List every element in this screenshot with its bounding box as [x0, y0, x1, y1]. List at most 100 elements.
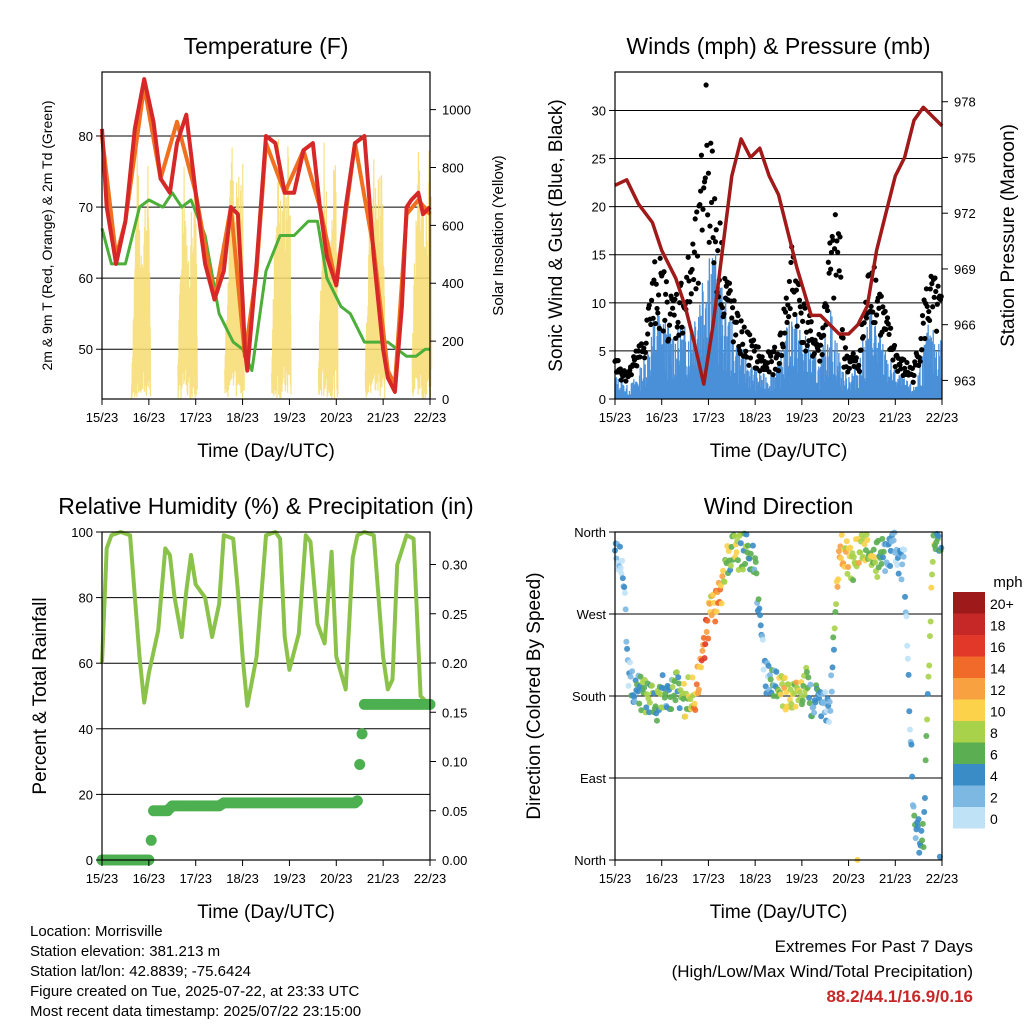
wind-direction-point — [830, 634, 837, 641]
y-tick-label: 30 — [592, 103, 606, 118]
gust-point — [727, 287, 733, 294]
gust-point — [759, 354, 765, 360]
gust-point — [726, 280, 733, 286]
wind-direction-point — [759, 636, 766, 643]
gust-point — [892, 364, 898, 370]
gust-point — [695, 280, 701, 286]
wind-direction-point — [717, 582, 724, 589]
gust-point — [663, 279, 669, 285]
wind-direction-point — [624, 645, 631, 652]
wind-direction-point — [725, 548, 732, 555]
gust-point — [782, 330, 788, 336]
legend-swatch — [953, 742, 985, 764]
y-tick-label: 40 — [79, 722, 93, 737]
x-tick-label: 22/23 — [926, 410, 959, 425]
wind-direction-point — [806, 694, 813, 701]
gust-point — [641, 355, 648, 361]
dewpoint-line — [100, 191, 430, 373]
wind-direction-point — [919, 820, 926, 827]
wind-direction-point — [743, 531, 750, 538]
gust-point — [831, 295, 837, 301]
gust-point — [824, 303, 830, 310]
gust-point — [691, 249, 698, 255]
gust-point — [858, 347, 864, 353]
gust-point — [825, 259, 831, 265]
wind-direction-point — [646, 709, 653, 716]
wind-direction-point — [832, 608, 839, 615]
gust-point — [924, 303, 930, 310]
y-axis-label-right: Station Pressure (Maroon) — [998, 124, 1019, 347]
gust-point — [646, 302, 652, 308]
gust-point — [617, 366, 624, 372]
y-tick-label: 10 — [592, 296, 606, 311]
gust-point — [654, 305, 660, 312]
wind-direction-point — [874, 574, 881, 581]
gust-point — [883, 326, 889, 332]
gust-point — [671, 312, 677, 318]
wind-direction-point — [634, 688, 641, 695]
x-tick-label: 18/23 — [739, 871, 772, 886]
gust-point — [637, 354, 643, 360]
wind-direction-point — [693, 681, 700, 688]
wind-direction-point — [731, 533, 738, 540]
legend-title: mph — [993, 574, 1022, 591]
x-tick-label: 21/23 — [879, 871, 912, 886]
gust-point — [692, 216, 698, 222]
x-tick-label: 16/23 — [645, 871, 678, 886]
wind-direction-point — [891, 529, 898, 536]
gust-point — [703, 82, 709, 88]
gust-point — [700, 206, 706, 212]
gust-point — [638, 341, 645, 347]
wind-direction-point — [689, 674, 696, 681]
y-tick-label: 60 — [79, 271, 93, 286]
gust-point — [672, 296, 678, 302]
gust-point — [706, 239, 712, 245]
wind-direction-point — [924, 716, 931, 723]
wind-direction-point — [880, 548, 887, 555]
gust-point — [796, 297, 803, 303]
wind-direction-point — [659, 672, 666, 679]
gust-point — [930, 304, 936, 310]
x-tick-label: 18/23 — [739, 410, 772, 425]
y-tick-label-right: 963 — [954, 373, 976, 388]
y-tick-label: 25 — [592, 152, 606, 167]
wind-direction-point — [676, 705, 683, 712]
wind-direction-point — [792, 703, 799, 710]
legend-label: 18 — [990, 618, 1006, 634]
gust-point — [926, 308, 932, 315]
wind-direction-point — [616, 543, 623, 550]
y-tick-label: South — [572, 689, 606, 704]
gust-point — [743, 354, 750, 360]
wind-direction-point — [901, 546, 908, 553]
wind-direction-point — [910, 803, 917, 810]
wind-direction-point — [838, 531, 845, 538]
gust-point — [840, 335, 846, 341]
legend-swatch — [953, 785, 985, 807]
gust-point — [802, 305, 808, 311]
gust-point — [643, 340, 649, 346]
gust-point — [740, 341, 746, 347]
gust-point — [873, 277, 879, 283]
gust-point — [738, 318, 744, 324]
wind-direction-point — [757, 612, 764, 619]
y-tick-label: 100 — [71, 525, 93, 540]
y-tick-label-right: 972 — [954, 206, 976, 221]
y-tick-label: North — [574, 525, 606, 540]
wind-direction-point — [925, 673, 932, 680]
x-tick-label: 20/23 — [320, 871, 353, 886]
gust-point — [786, 314, 792, 320]
wind-direction-point — [618, 570, 625, 577]
wind-direction-point — [629, 668, 636, 675]
gust-point — [784, 319, 790, 325]
wind-direction-point — [727, 567, 734, 574]
gust-point — [801, 301, 807, 307]
wind-direction-point — [727, 562, 734, 569]
y-axis-label: Sonic Wind & Gust (Blue, Black) — [546, 99, 567, 371]
gust-point — [817, 358, 823, 364]
x-axis-label: Time (Day/UTC) — [197, 441, 335, 462]
gust-point — [662, 317, 668, 323]
gust-point — [807, 328, 814, 334]
gust-point — [694, 253, 701, 259]
gust-point — [708, 140, 714, 146]
